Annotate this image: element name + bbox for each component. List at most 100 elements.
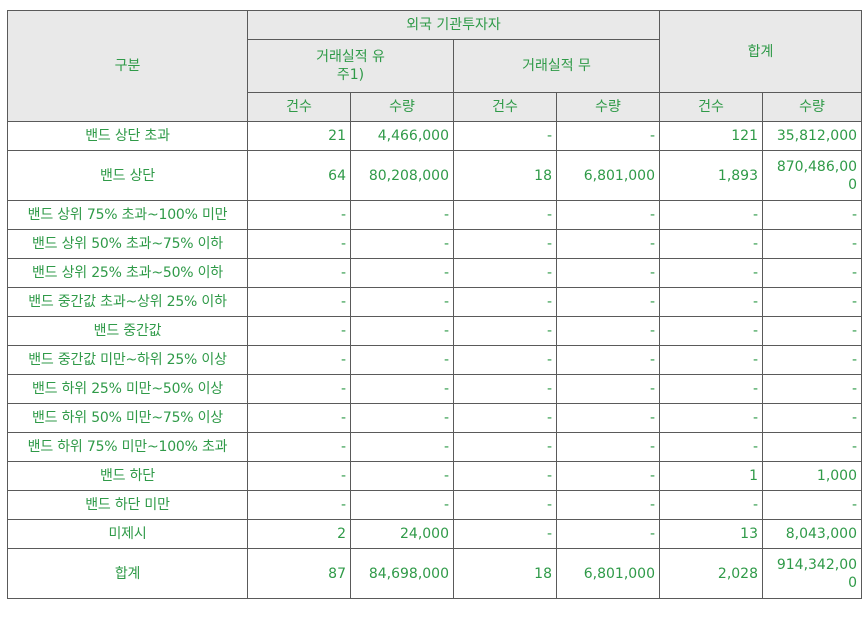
cell-quantity-with-record: 24,000 — [350, 519, 454, 549]
header-count: 건수 — [659, 92, 763, 122]
header-category: 구분 — [7, 10, 248, 122]
table-header: 구분 외국 기관투자자 합계 거래실적 유 주1) 거래실적 무 건수 수량 건… — [7, 10, 863, 122]
header-quantity: 수량 — [350, 92, 454, 122]
row-label: 밴드 하단 — [7, 461, 248, 491]
cell-count-with-record: - — [247, 490, 351, 520]
table-row: 밴드 상위 50% 초과~75% 이하 - - - - - - — [7, 229, 863, 259]
cell-count-without-record: - — [453, 121, 557, 151]
cell-quantity-total: - — [761, 316, 863, 346]
row-label: 밴드 중간값 — [7, 316, 248, 346]
cell-count-with-record: 2 — [247, 519, 351, 549]
row-label: 밴드 하위 25% 미만~50% 이상 — [7, 374, 248, 404]
row-label: 밴드 상단 초과 — [7, 121, 248, 151]
cell-quantity-total: - — [761, 374, 863, 404]
cell-quantity-without-record: - — [556, 374, 660, 404]
cell-quantity-with-record: - — [350, 432, 454, 462]
cell-quantity-total: - — [761, 345, 863, 375]
row-label: 밴드 하위 75% 미만~100% 초과 — [7, 432, 248, 462]
cell-count-without-record: - — [453, 258, 557, 288]
cell-quantity-total: 8,043,000 — [761, 519, 863, 549]
cell-count-total: - — [659, 200, 763, 230]
table-row: 밴드 상단 64 80,208,000 18 6,801,000 1,893 8… — [7, 150, 863, 201]
cell-count-without-record: - — [453, 374, 557, 404]
cell-quantity-without-record: - — [556, 519, 660, 549]
cell-count-with-record: - — [247, 316, 351, 346]
cell-count-without-record: - — [453, 490, 557, 520]
cell-count-with-record: - — [247, 258, 351, 288]
cell-count-total: - — [659, 287, 763, 317]
cell-count-without-record: - — [453, 345, 557, 375]
allocation-table: 구분 외국 기관투자자 합계 거래실적 유 주1) 거래실적 무 건수 수량 건… — [7, 10, 863, 599]
cell-quantity-total: 914,342,00 0 — [761, 548, 863, 599]
cell-quantity-without-record: - — [556, 200, 660, 230]
cell-quantity-without-record: 6,801,000 — [556, 150, 660, 201]
cell-quantity-with-record: - — [350, 461, 454, 491]
row-label: 밴드 중간값 미만~하위 25% 이상 — [7, 345, 248, 375]
cell-count-with-record: - — [247, 229, 351, 259]
cell-quantity-without-record: - — [556, 258, 660, 288]
cell-count-without-record: - — [453, 287, 557, 317]
cell-quantity-without-record: - — [556, 287, 660, 317]
cell-count-without-record: - — [453, 519, 557, 549]
cell-count-with-record: - — [247, 345, 351, 375]
cell-count-total: - — [659, 229, 763, 259]
cell-count-without-record: - — [453, 403, 557, 433]
row-label: 밴드 상위 50% 초과~75% 이하 — [7, 229, 248, 259]
cell-count-total: 1,893 — [659, 150, 763, 201]
cell-quantity-with-record: 80,208,000 — [350, 150, 454, 201]
cell-quantity-with-record: - — [350, 229, 454, 259]
cell-quantity-with-record: 4,466,000 — [350, 121, 454, 151]
table-row: 밴드 상위 25% 초과~50% 이하 - - - - - - — [7, 258, 863, 288]
cell-quantity-with-record: - — [350, 200, 454, 230]
header-with-record: 거래실적 유 주1) — [247, 39, 454, 93]
cell-count-without-record: - — [453, 200, 557, 230]
cell-quantity-without-record: - — [556, 432, 660, 462]
cell-quantity-with-record: - — [350, 374, 454, 404]
cell-count-total: - — [659, 316, 763, 346]
row-label: 합계 — [7, 548, 248, 599]
header-total: 합계 — [658, 10, 863, 93]
table-row: 밴드 중간값 미만~하위 25% 이상 - - - - - - — [7, 345, 863, 375]
cell-quantity-without-record: - — [556, 461, 660, 491]
cell-quantity-without-record: - — [556, 229, 660, 259]
cell-count-with-record: - — [247, 403, 351, 433]
row-label: 밴드 중간값 초과~상위 25% 이하 — [7, 287, 248, 317]
header-quantity: 수량 — [761, 92, 863, 122]
cell-count-without-record: - — [453, 229, 557, 259]
cell-quantity-without-record: - — [556, 316, 660, 346]
cell-quantity-with-record: - — [350, 403, 454, 433]
cell-count-total: - — [659, 490, 763, 520]
cell-count-with-record: - — [247, 200, 351, 230]
table-row: 미제시 2 24,000 - - 13 8,043,000 — [7, 519, 863, 549]
cell-quantity-total: 1,000 — [761, 461, 863, 491]
cell-count-total: 13 — [659, 519, 763, 549]
cell-quantity-with-record: - — [350, 258, 454, 288]
table-row: 밴드 하위 50% 미만~75% 이상 - - - - - - — [7, 403, 863, 433]
cell-quantity-without-record: - — [556, 490, 660, 520]
table-row: 밴드 하단 - - - - 1 1,000 — [7, 461, 863, 491]
cell-quantity-with-record: 84,698,000 — [350, 548, 454, 599]
cell-count-without-record: 18 — [453, 548, 557, 599]
cell-quantity-total: - — [761, 432, 863, 462]
cell-quantity-with-record: - — [350, 316, 454, 346]
row-label: 밴드 하위 50% 미만~75% 이상 — [7, 403, 248, 433]
cell-quantity-total: - — [761, 229, 863, 259]
header-foreign-institutional: 외국 기관투자자 — [247, 10, 660, 40]
row-label: 밴드 상위 75% 초과~100% 미만 — [7, 200, 248, 230]
cell-quantity-without-record: 6,801,000 — [556, 548, 660, 599]
cell-quantity-total: 35,812,000 — [761, 121, 863, 151]
table-row: 밴드 중간값 - - - - - - — [7, 316, 863, 346]
cell-quantity-with-record: - — [350, 490, 454, 520]
cell-count-with-record: 87 — [247, 548, 351, 599]
table-row: 밴드 상단 초과 21 4,466,000 - - 121 35,812,000 — [7, 121, 863, 151]
cell-quantity-total: - — [761, 200, 863, 230]
row-label: 밴드 상위 25% 초과~50% 이하 — [7, 258, 248, 288]
table-row-total: 합계 87 84,698,000 18 6,801,000 2,028 914,… — [7, 548, 863, 599]
header-quantity: 수량 — [556, 92, 660, 122]
table-row: 밴드 하단 미만 - - - - - - — [7, 490, 863, 520]
table-row: 밴드 하위 25% 미만~50% 이상 - - - - - - — [7, 374, 863, 404]
cell-quantity-with-record: - — [350, 345, 454, 375]
table-row: 밴드 하위 75% 미만~100% 초과 - - - - - - — [7, 432, 863, 462]
cell-count-total: 1 — [659, 461, 763, 491]
cell-quantity-total: - — [761, 490, 863, 520]
